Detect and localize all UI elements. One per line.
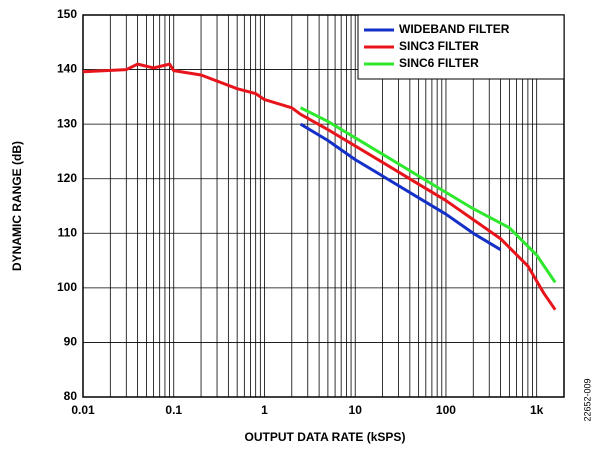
- y-tick-label: 110: [58, 225, 78, 239]
- y-tick-label: 140: [57, 62, 77, 76]
- x-tick-label: 0.01: [71, 403, 95, 417]
- x-tick-label: 0.1: [165, 403, 182, 417]
- y-axis-label: DYNAMIC RANGE (dB): [10, 141, 24, 271]
- y-tick-label: 130: [57, 116, 77, 130]
- legend-label: SINC6 FILTER: [399, 56, 479, 70]
- y-tick-label: 100: [57, 280, 77, 294]
- x-tick-label: 10: [349, 403, 363, 417]
- x-tick-label: 100: [436, 403, 456, 417]
- legend-label: SINC3 FILTER: [399, 39, 479, 53]
- series-line: [299, 106, 557, 284]
- y-tick-label: 90: [64, 335, 78, 349]
- y-tick-label: 120: [57, 171, 77, 185]
- x-axis-label: OUTPUT DATA RATE (kSPS): [245, 430, 406, 444]
- y-tick-label: 80: [64, 389, 78, 403]
- series-line: [299, 122, 502, 251]
- x-tick-label: 1: [261, 403, 268, 417]
- figure-id: 22652-009: [582, 378, 592, 421]
- y-tick-label: 150: [57, 7, 77, 21]
- series-line: [82, 62, 557, 311]
- x-tick-label: 1k: [530, 403, 544, 417]
- legend-label: WIDEBAND FILTER: [399, 22, 510, 36]
- plot-frame: [82, 14, 565, 398]
